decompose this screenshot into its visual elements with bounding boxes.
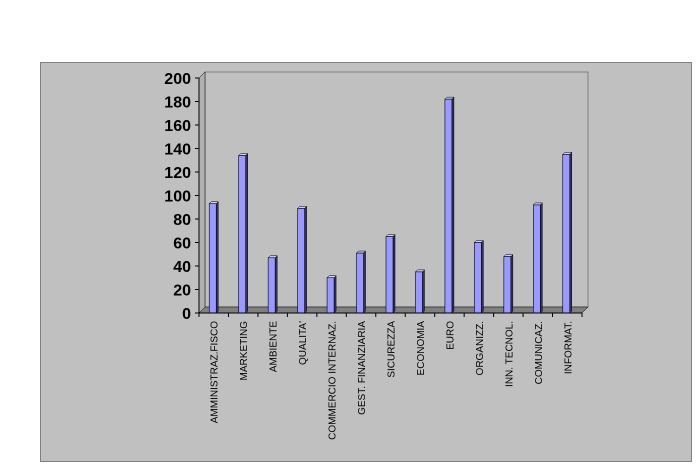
x-axis: AMMINISTRAZ.FISCO MARKETING AMBIENTE QUALIT… [198, 312, 583, 440]
bar [356, 252, 364, 314]
x-tick-label: INN. TECNOL. [504, 321, 515, 387]
y-tick-label: 180 [164, 95, 191, 112]
x-tick-label: EURO [445, 321, 456, 350]
bar [267, 257, 276, 314]
y-tick-label: 60 [173, 236, 191, 253]
x-tick-label: COMUNICAZ. [534, 321, 545, 384]
bar [444, 98, 453, 314]
y-axis: 0 20 40 60 80 100 120 140 160 180 200 [164, 71, 200, 323]
bar-top [385, 234, 396, 237]
bar [297, 208, 305, 314]
bar-top [444, 96, 455, 100]
x-tick-label: QUALITA' [298, 321, 309, 365]
y-tick-label: 0 [182, 306, 191, 323]
x-tick-label: MARKETING [239, 321, 250, 381]
y-tick-label: 140 [164, 142, 191, 159]
bar-chart: 0 20 40 60 80 100 120 140 160 180 200 AMMINISTRAZ.… [164, 71, 589, 440]
bar [238, 155, 246, 314]
bar [385, 236, 394, 314]
bar [208, 203, 217, 314]
bar-side [245, 152, 248, 314]
bar-top [532, 202, 543, 206]
x-tick-label: INFORMAT. [563, 321, 574, 374]
y-tick-label: 100 [164, 189, 191, 206]
plot-walls [198, 71, 589, 314]
chart-area: 0 20 40 60 80 100 120 140 160 180 200 AMMINISTRAZ.… [40, 62, 692, 462]
y-tick-label: 160 [164, 118, 191, 135]
plot-side-wall [198, 71, 206, 314]
x-tick-label: AMMINISTRAZ.FISCO [210, 321, 221, 423]
x-tick-label: COMMERCIO INTERNAZ. [328, 321, 339, 440]
y-tick-label: 80 [173, 212, 191, 229]
bars-group [208, 96, 573, 314]
y-tick-label: 40 [173, 259, 191, 276]
x-tick-label: GEST. FINANZIARIA [357, 321, 368, 415]
y-tick-label: 200 [164, 71, 191, 88]
bar-top [473, 240, 484, 243]
y-tick-label: 20 [173, 283, 191, 300]
bar [474, 242, 482, 314]
bar [562, 154, 571, 314]
bar [326, 277, 335, 314]
bar [533, 204, 541, 314]
bar-side [215, 201, 219, 314]
x-tick-label: ECONOMIA [416, 321, 427, 376]
x-tick-label: ORGANIZZ. [475, 321, 486, 375]
x-tick-label: AMBIENTE [269, 321, 280, 372]
y-tick-label: 120 [164, 165, 191, 182]
bar-side [510, 253, 514, 314]
x-tick-label: SICUREZZA [387, 321, 398, 378]
bar [415, 271, 423, 314]
plot-back-wall [204, 71, 589, 308]
bar [503, 256, 512, 314]
